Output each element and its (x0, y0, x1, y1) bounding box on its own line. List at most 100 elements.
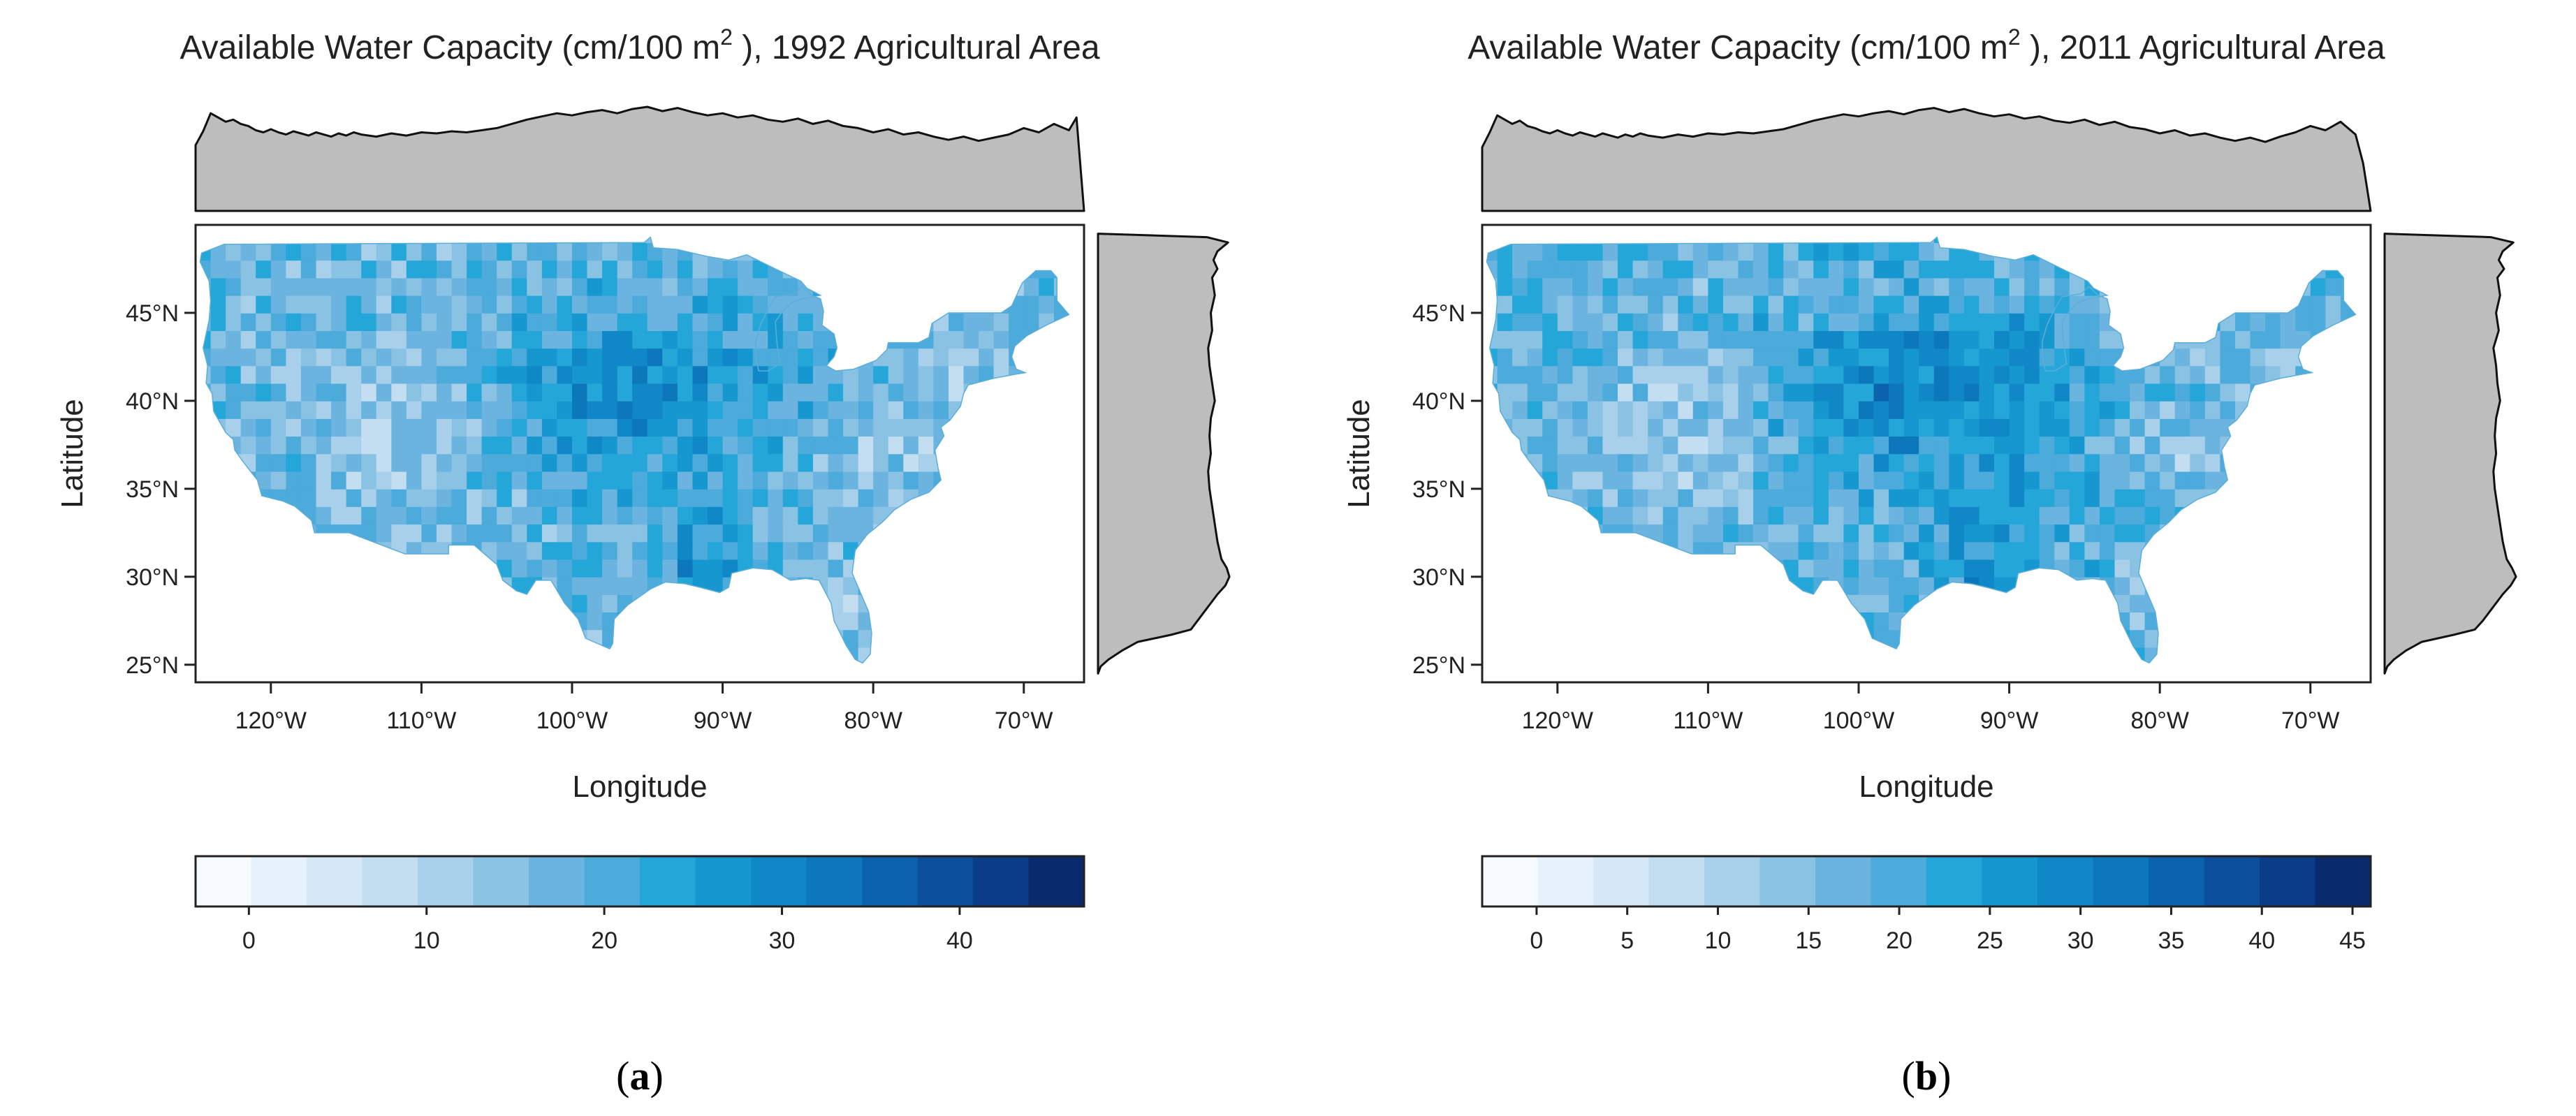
heatmap-cell (2174, 524, 2191, 543)
heatmap-cell (933, 506, 949, 525)
heatmap-cell (527, 647, 543, 663)
heatmap-cell (346, 594, 362, 612)
heatmap-cell (632, 524, 648, 543)
heatmap-cell (1933, 383, 1950, 402)
heatmap-cell (2099, 418, 2116, 437)
heatmap-cell (376, 237, 393, 243)
colorbar: 0 5 10 15 20 25 30 35 40 45 (1481, 855, 2372, 954)
colorbar-swatch (1815, 856, 1872, 906)
heatmap-cell (2174, 313, 2191, 331)
heatmap-cell (1069, 242, 1084, 260)
heatmap-cell (1798, 612, 1815, 631)
heatmap-cell (1662, 330, 1679, 349)
heatmap-cell (752, 471, 769, 490)
heatmap-cell (421, 295, 437, 314)
heatmap-cell (481, 453, 497, 472)
heatmap-cell (1587, 576, 1604, 595)
heatmap-cell (812, 237, 829, 243)
heatmap-cell (2220, 559, 2236, 578)
heatmap-cell (1739, 665, 1754, 683)
heatmap-cell (858, 348, 874, 367)
heatmap-cell (1873, 348, 1889, 367)
heatmap-cell (2069, 559, 2086, 578)
heatmap-cell (2054, 277, 2070, 296)
heatmap-cell (903, 453, 919, 472)
heatmap-cell (1964, 665, 1979, 683)
heatmap-cell (467, 576, 483, 595)
heatmap-cell (828, 237, 844, 243)
heatmap-cell (541, 418, 558, 437)
heatmap-cell (1722, 436, 1739, 455)
heatmap-cell (361, 576, 377, 595)
heatmap-cell (1528, 665, 1543, 683)
heatmap-cell (1994, 436, 2010, 455)
heatmap-cell (2024, 471, 2040, 490)
heatmap-cell (993, 313, 1009, 331)
heatmap-cell (2084, 400, 2100, 419)
heatmap-cell (843, 471, 859, 490)
heatmap-cell (1903, 629, 1920, 648)
heatmap-cell (677, 400, 694, 419)
heatmap-cell (1889, 365, 1905, 384)
heatmap-cell (2355, 242, 2371, 260)
heatmap-cell (572, 436, 588, 455)
heatmap-cell (2114, 453, 2130, 472)
heatmap-cell (2024, 418, 2040, 437)
heatmap-cell (2084, 242, 2100, 261)
heatmap-cell (1919, 277, 1935, 296)
heatmap-cell (391, 436, 407, 455)
heatmap-cell (240, 612, 257, 631)
heatmap-cell (903, 383, 919, 402)
heatmap-cell (1859, 365, 1875, 384)
heatmap-cell (1828, 418, 1845, 437)
heatmap-cell (2325, 237, 2341, 243)
heatmap-cell (1512, 559, 1528, 578)
heatmap-cell (1542, 576, 1558, 595)
heatmap-cell (1828, 506, 1845, 525)
heatmap-cell (1933, 612, 1950, 631)
heatmap-cell (963, 506, 979, 525)
heatmap-cell (828, 418, 844, 437)
heatmap-cell (2235, 612, 2251, 631)
heatmap-cell (602, 629, 618, 648)
heatmap-cell (1587, 647, 1604, 663)
heatmap-cell (2009, 348, 2025, 367)
heatmap-cell (843, 400, 859, 419)
heatmap-cell (677, 594, 694, 612)
heatmap-cell (1602, 330, 1618, 349)
heatmap-cell (2190, 400, 2206, 419)
heatmap-cell (286, 488, 302, 507)
heatmap-cell (752, 418, 769, 437)
heatmap-cell (2280, 313, 2296, 331)
heatmap-cell (903, 295, 919, 314)
heatmap-cell (1572, 237, 1588, 243)
heatmap-cell (2235, 400, 2251, 419)
heatmap-cell (1053, 453, 1069, 472)
heatmap-cell (2310, 559, 2327, 578)
heatmap-cell (647, 383, 664, 402)
heatmap-cell (1889, 629, 1905, 648)
heatmap-cell (602, 559, 618, 578)
heatmap-cell (993, 647, 1009, 663)
heatmap-cell (843, 436, 859, 455)
heatmap-cell (2039, 242, 2056, 261)
heatmap-cell (1949, 453, 1965, 472)
heatmap-cell (1486, 524, 1498, 543)
heatmap-cell (888, 242, 905, 261)
heatmap-cell (1843, 348, 1859, 367)
heatmap-cell (1023, 541, 1040, 560)
heatmap-cell (1873, 488, 1889, 507)
heatmap-cell (2160, 260, 2176, 279)
heatmap-cell (240, 647, 257, 663)
heatmap-cell (2160, 383, 2176, 402)
heatmap-cell (2340, 348, 2356, 367)
heatmap-cell (436, 330, 453, 349)
heatmap-cell (2250, 383, 2266, 402)
heatmap-cell (708, 488, 724, 507)
heatmap-cell (677, 330, 694, 349)
heatmap-cell (692, 400, 708, 419)
heatmap-cell (2114, 612, 2130, 631)
heatmap-cell (2144, 313, 2160, 331)
heatmap-cell (421, 348, 437, 367)
heatmap-cell (1542, 277, 1558, 296)
